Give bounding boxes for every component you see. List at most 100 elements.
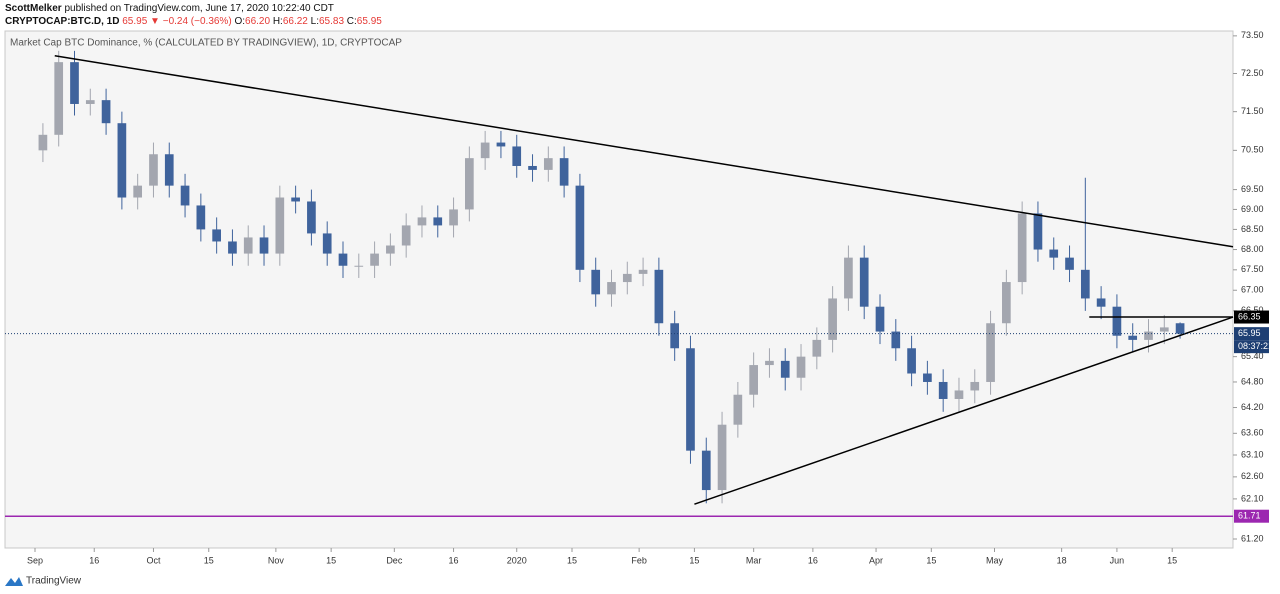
o: 66.20 xyxy=(245,16,271,27)
candle-body xyxy=(480,142,490,159)
author: ScottMelker xyxy=(5,3,62,14)
candle-body xyxy=(370,253,379,266)
y-tick-label: 63.60 xyxy=(1241,428,1264,438)
candle-body xyxy=(528,165,537,170)
candle-body xyxy=(54,62,64,135)
header: ScottMelker published on TradingView.com… xyxy=(5,2,382,28)
candle-body xyxy=(828,298,837,340)
symbol: CRYPTOCAP:BTC.D, 1D xyxy=(5,16,120,27)
candle-body xyxy=(1049,249,1059,258)
candle-body xyxy=(338,253,348,266)
y-tick-label: 70.50 xyxy=(1241,145,1264,155)
y-tick-label: 65.40 xyxy=(1241,351,1264,361)
candle-body xyxy=(1175,323,1185,334)
candle-body xyxy=(575,185,585,270)
level-label: 61.71 xyxy=(1238,511,1261,521)
level-label: 66.35 xyxy=(1238,311,1261,321)
last: 65.95 xyxy=(122,16,148,27)
level-label-box xyxy=(1234,310,1269,324)
candle-body xyxy=(354,265,364,267)
candle-body xyxy=(1017,213,1027,283)
c-label: C: xyxy=(346,16,357,27)
candle-body xyxy=(180,185,190,206)
candle-body xyxy=(1128,335,1138,340)
candle-body xyxy=(496,142,506,147)
candle-body xyxy=(117,123,127,198)
x-tick-label: May xyxy=(986,555,1004,565)
y-tick-label: 62.60 xyxy=(1241,471,1264,481)
y-tick-label: 69.50 xyxy=(1241,184,1264,194)
candle-body xyxy=(291,197,300,202)
x-tick-label: Sep xyxy=(27,555,43,565)
candle-body xyxy=(1159,327,1169,332)
candle-body xyxy=(1033,213,1043,250)
candle-body xyxy=(875,306,885,332)
x-tick-label: 15 xyxy=(204,555,214,565)
candle-body xyxy=(796,356,806,378)
candle-body xyxy=(701,450,711,491)
y-tick-label: 69.00 xyxy=(1241,204,1264,214)
x-tick-label: Feb xyxy=(631,555,647,565)
candle-body xyxy=(970,381,980,391)
candle-body xyxy=(196,205,206,230)
y-tick-label: 66.50 xyxy=(1241,305,1264,315)
candle-body xyxy=(954,390,964,399)
candle-body xyxy=(465,158,474,210)
x-tick-label: 15 xyxy=(926,555,936,565)
candle-body xyxy=(638,269,648,274)
x-tick-label: Apr xyxy=(869,555,883,565)
x-tick-label: 15 xyxy=(567,555,577,565)
candle-body xyxy=(164,154,174,186)
candle-body xyxy=(891,331,901,349)
x-tick-label: Jun xyxy=(1110,555,1125,565)
y-tick-label: 68.00 xyxy=(1241,244,1264,254)
candle-body xyxy=(1096,298,1106,307)
y-tick-label: 64.80 xyxy=(1241,376,1264,386)
candle-body xyxy=(1080,269,1090,299)
symbol-line: CRYPTOCAP:BTC.D, 1D 65.95 ▼ −0.24 (−0.36… xyxy=(5,15,382,28)
published: published on TradingView.com, June 17, 2… xyxy=(64,3,334,14)
candle-body xyxy=(433,217,443,226)
brand: TradingView xyxy=(26,576,82,587)
candle-body xyxy=(386,245,395,254)
l: 65.83 xyxy=(318,16,345,27)
candle-body xyxy=(543,158,553,170)
candle-body xyxy=(780,360,790,378)
candle-body xyxy=(449,209,458,226)
countdown: 08:37:21 xyxy=(1238,341,1273,351)
trendline xyxy=(694,316,1234,505)
candle-body xyxy=(986,323,995,382)
x-tick-label: 15 xyxy=(689,555,699,565)
candle-body xyxy=(686,348,695,451)
x-tick-label: 18 xyxy=(1057,555,1067,565)
change: ▼ −0.24 (−0.36%) xyxy=(150,16,232,27)
candle-body xyxy=(38,134,48,151)
x-tick-label: 16 xyxy=(808,555,818,565)
last-price-label-box xyxy=(1234,327,1269,341)
c: 65.95 xyxy=(356,16,382,27)
candle-body xyxy=(275,197,285,254)
candle-body xyxy=(749,365,758,395)
candle-body xyxy=(812,339,822,357)
candle-body xyxy=(259,237,269,254)
level-label-box xyxy=(1234,509,1269,523)
candle-body xyxy=(717,424,727,491)
candle-body xyxy=(149,154,158,186)
y-tick-label: 63.10 xyxy=(1241,449,1264,459)
h-label: H: xyxy=(272,16,283,27)
candle-body xyxy=(923,373,932,382)
candle-body xyxy=(1065,257,1074,270)
x-tick-label: Dec xyxy=(386,555,403,565)
candle-body xyxy=(938,381,948,399)
last-price-label: 65.95 xyxy=(1238,328,1261,338)
candle-body xyxy=(133,185,143,198)
publish-line: ScottMelker published on TradingView.com… xyxy=(5,2,382,15)
candle-body xyxy=(101,100,111,124)
y-tick-label: 73.50 xyxy=(1241,30,1264,40)
candle-body xyxy=(1144,331,1153,340)
y-tick-label: 72.50 xyxy=(1241,68,1264,78)
y-tick-label: 71.50 xyxy=(1241,106,1264,116)
x-tick-label: 15 xyxy=(326,555,336,565)
candle-body xyxy=(322,233,332,254)
candle-body xyxy=(765,360,774,366)
